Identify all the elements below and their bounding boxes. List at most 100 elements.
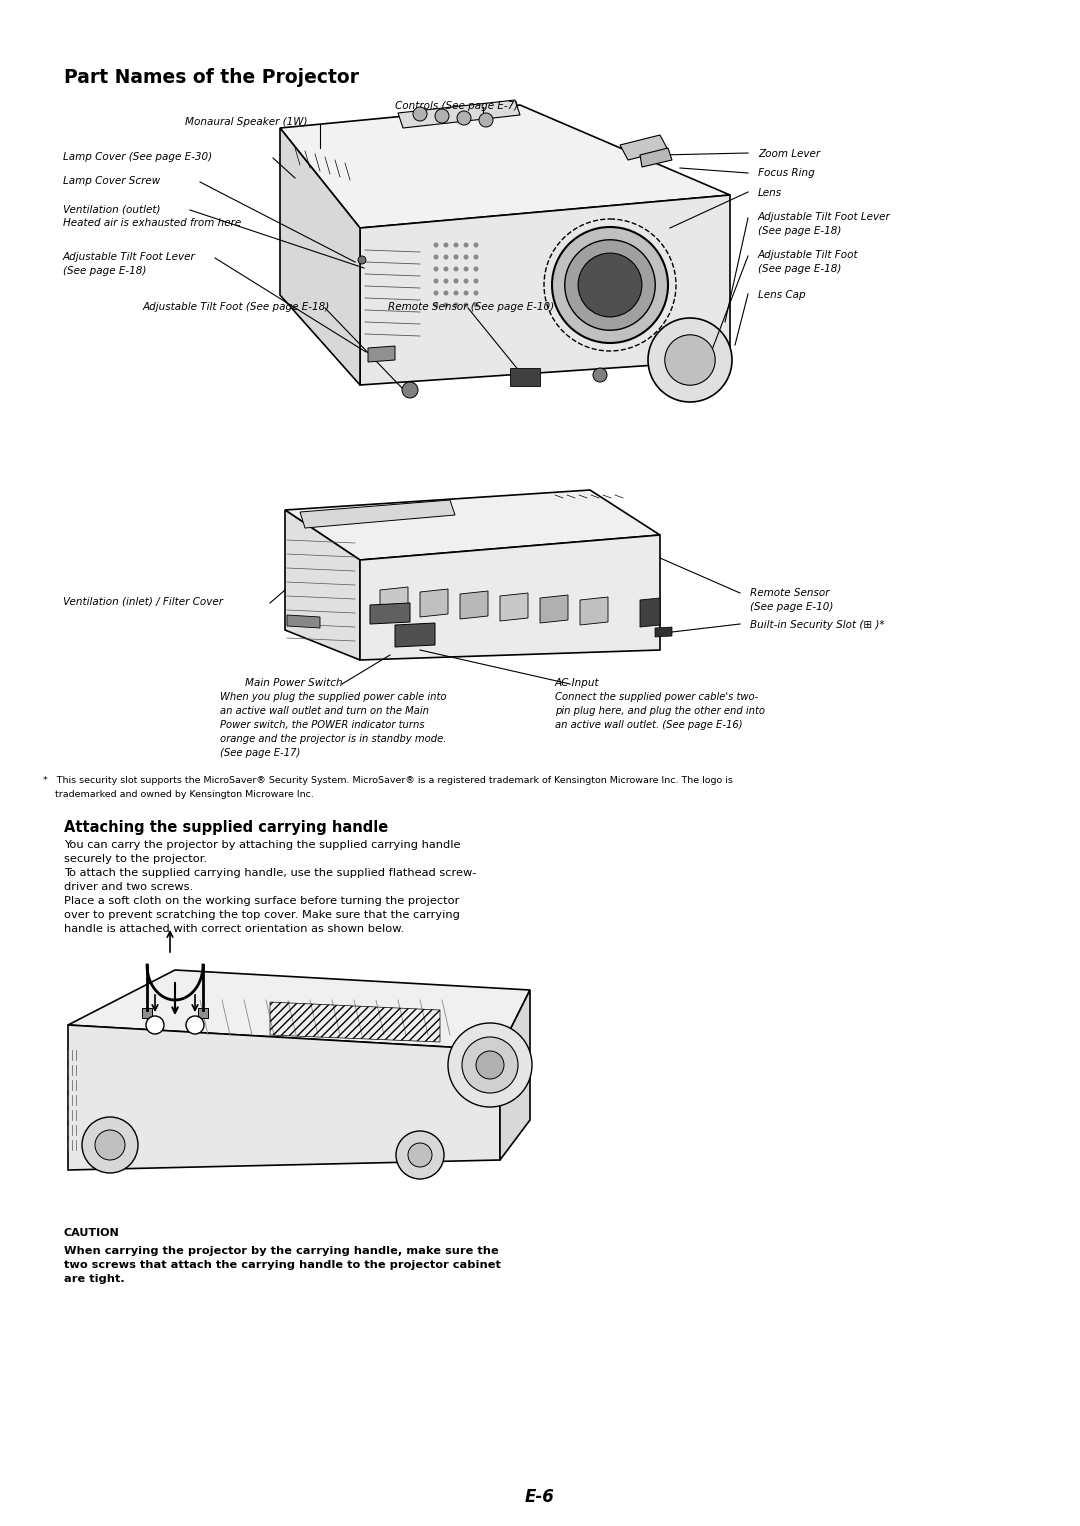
Circle shape bbox=[665, 334, 715, 385]
Circle shape bbox=[473, 243, 478, 247]
Text: over to prevent scratching the top cover. Make sure that the carrying: over to prevent scratching the top cover… bbox=[64, 909, 460, 920]
Text: Connect the supplied power cable's two-: Connect the supplied power cable's two- bbox=[555, 691, 758, 702]
Text: Remote Sensor: Remote Sensor bbox=[750, 588, 829, 598]
Circle shape bbox=[433, 290, 438, 296]
Text: Controls (See page E-7): Controls (See page E-7) bbox=[395, 101, 518, 111]
Text: Lens Cap: Lens Cap bbox=[758, 290, 806, 301]
Text: You can carry the projector by attaching the supplied carrying handle: You can carry the projector by attaching… bbox=[64, 839, 460, 850]
Text: trademarked and owned by Kensington Microware Inc.: trademarked and owned by Kensington Micr… bbox=[43, 790, 314, 800]
Circle shape bbox=[454, 255, 459, 259]
Polygon shape bbox=[580, 597, 608, 626]
Polygon shape bbox=[360, 536, 660, 661]
Circle shape bbox=[444, 243, 448, 247]
Circle shape bbox=[480, 113, 492, 127]
Circle shape bbox=[444, 290, 448, 296]
Circle shape bbox=[552, 227, 669, 343]
Circle shape bbox=[454, 279, 459, 284]
Text: When carrying the projector by the carrying handle, make sure the: When carrying the projector by the carry… bbox=[64, 1247, 499, 1256]
Circle shape bbox=[463, 279, 469, 284]
Polygon shape bbox=[68, 1025, 500, 1170]
Text: (See page E-10): (See page E-10) bbox=[750, 601, 834, 612]
Text: an active wall outlet. (See page E-16): an active wall outlet. (See page E-16) bbox=[555, 720, 743, 729]
Text: an active wall outlet and turn on the Main: an active wall outlet and turn on the Ma… bbox=[220, 707, 429, 716]
Circle shape bbox=[454, 302, 459, 308]
Circle shape bbox=[396, 1131, 444, 1180]
Polygon shape bbox=[300, 501, 455, 528]
Text: AC Input: AC Input bbox=[555, 678, 599, 688]
Circle shape bbox=[473, 302, 478, 308]
Circle shape bbox=[408, 1143, 432, 1167]
Circle shape bbox=[444, 302, 448, 308]
Text: Adjustable Tilt Foot Lever: Adjustable Tilt Foot Lever bbox=[758, 212, 891, 221]
Circle shape bbox=[648, 317, 732, 401]
Circle shape bbox=[444, 255, 448, 259]
Polygon shape bbox=[360, 195, 730, 385]
Polygon shape bbox=[654, 627, 672, 636]
Circle shape bbox=[402, 382, 418, 398]
Text: Heated air is exhausted from here: Heated air is exhausted from here bbox=[63, 218, 241, 227]
Text: Ventilation (inlet) / Filter Cover: Ventilation (inlet) / Filter Cover bbox=[63, 597, 222, 607]
Circle shape bbox=[186, 1016, 204, 1035]
Text: orange and the projector is in standby mode.: orange and the projector is in standby m… bbox=[220, 734, 446, 745]
Polygon shape bbox=[68, 971, 530, 1050]
Circle shape bbox=[457, 111, 471, 125]
Text: Remote Sensor (See page E-10): Remote Sensor (See page E-10) bbox=[388, 302, 554, 311]
Text: CAUTION: CAUTION bbox=[64, 1228, 120, 1238]
Circle shape bbox=[444, 279, 448, 284]
Circle shape bbox=[357, 256, 366, 264]
Polygon shape bbox=[395, 623, 435, 647]
Text: Attaching the supplied carrying handle: Attaching the supplied carrying handle bbox=[64, 819, 388, 835]
Text: Monaural Speaker (1W): Monaural Speaker (1W) bbox=[185, 118, 308, 127]
Text: two screws that attach the carrying handle to the projector cabinet: two screws that attach the carrying hand… bbox=[64, 1260, 501, 1270]
Circle shape bbox=[463, 290, 469, 296]
Circle shape bbox=[473, 279, 478, 284]
Text: Part Names of the Projector: Part Names of the Projector bbox=[64, 69, 359, 87]
Text: Lamp Cover Screw: Lamp Cover Screw bbox=[63, 175, 160, 186]
Circle shape bbox=[433, 267, 438, 272]
Text: Lens: Lens bbox=[758, 188, 782, 198]
Polygon shape bbox=[285, 510, 360, 661]
Text: securely to the projector.: securely to the projector. bbox=[64, 855, 207, 864]
Text: Built-in Security Slot (⊞ )*: Built-in Security Slot (⊞ )* bbox=[750, 620, 885, 630]
Text: Lamp Cover (See page E-30): Lamp Cover (See page E-30) bbox=[63, 153, 212, 162]
Circle shape bbox=[444, 267, 448, 272]
Polygon shape bbox=[640, 598, 660, 627]
Circle shape bbox=[565, 240, 656, 330]
Text: Adjustable Tilt Foot Lever: Adjustable Tilt Foot Lever bbox=[63, 252, 195, 262]
Circle shape bbox=[473, 290, 478, 296]
Bar bbox=[510, 368, 540, 386]
Circle shape bbox=[473, 255, 478, 259]
Text: are tight.: are tight. bbox=[64, 1274, 125, 1283]
Polygon shape bbox=[500, 594, 528, 621]
Polygon shape bbox=[368, 346, 395, 362]
Polygon shape bbox=[280, 105, 730, 227]
Polygon shape bbox=[460, 591, 488, 620]
Text: Ventilation (outlet): Ventilation (outlet) bbox=[63, 204, 161, 214]
Circle shape bbox=[413, 107, 427, 121]
Circle shape bbox=[463, 302, 469, 308]
Circle shape bbox=[433, 243, 438, 247]
Text: Main Power Switch: Main Power Switch bbox=[245, 678, 342, 688]
Text: When you plug the supplied power cable into: When you plug the supplied power cable i… bbox=[220, 691, 446, 702]
Text: (See page E-18): (See page E-18) bbox=[63, 266, 147, 276]
Polygon shape bbox=[540, 595, 568, 623]
Text: Place a soft cloth on the working surface before turning the projector: Place a soft cloth on the working surfac… bbox=[64, 896, 459, 906]
Polygon shape bbox=[285, 490, 660, 560]
Polygon shape bbox=[280, 128, 360, 385]
Circle shape bbox=[578, 253, 642, 317]
Circle shape bbox=[462, 1038, 518, 1093]
Text: E-6: E-6 bbox=[525, 1488, 555, 1506]
Circle shape bbox=[95, 1129, 125, 1160]
Polygon shape bbox=[287, 615, 320, 629]
Polygon shape bbox=[198, 1009, 208, 1018]
Text: *   This security slot supports the MicroSaver® Security System. MicroSaver® is : * This security slot supports the MicroS… bbox=[43, 777, 733, 784]
Text: (See page E-18): (See page E-18) bbox=[758, 226, 841, 237]
Polygon shape bbox=[500, 990, 530, 1160]
Text: Power switch, the POWER indicator turns: Power switch, the POWER indicator turns bbox=[220, 720, 424, 729]
Circle shape bbox=[146, 1016, 164, 1035]
Circle shape bbox=[463, 243, 469, 247]
Text: (See page E-17): (See page E-17) bbox=[220, 748, 300, 758]
Text: pin plug here, and plug the other end into: pin plug here, and plug the other end in… bbox=[555, 707, 765, 716]
Circle shape bbox=[433, 302, 438, 308]
Polygon shape bbox=[141, 1009, 152, 1018]
